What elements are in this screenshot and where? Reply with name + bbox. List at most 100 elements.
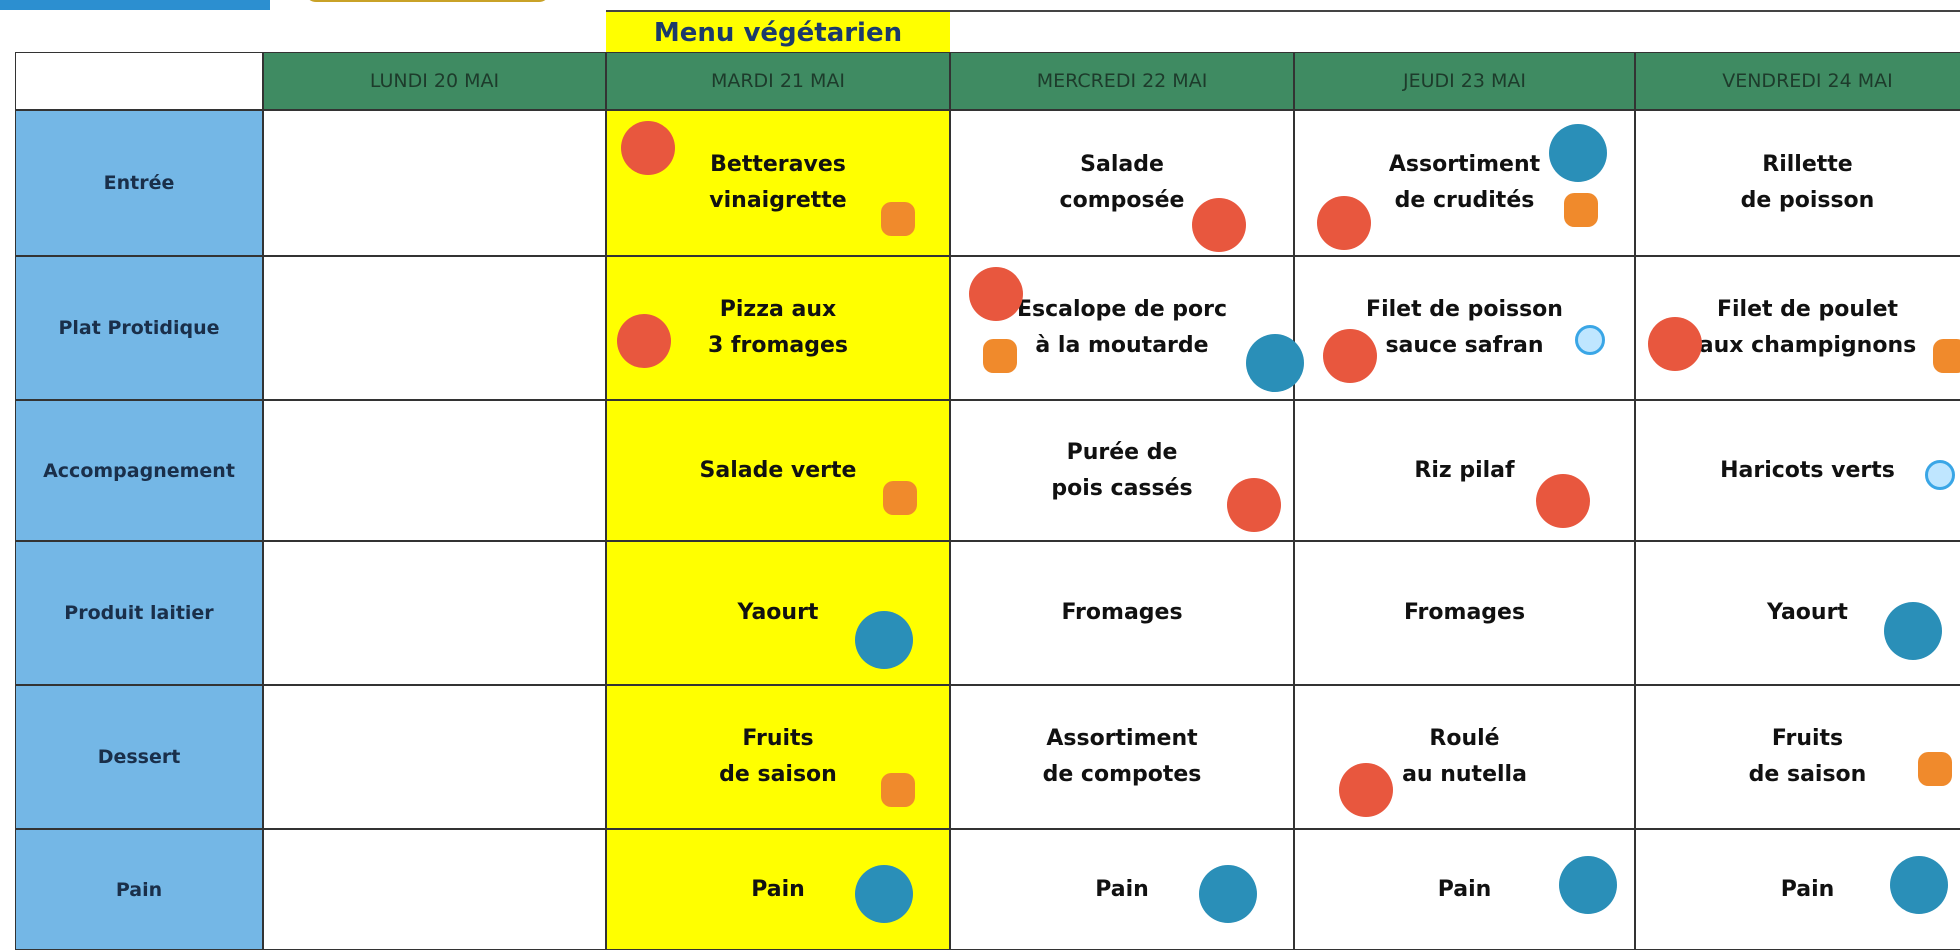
day-header: MERCREDI 22 MAI <box>950 52 1294 110</box>
text-line: LUNDI 20 MAI <box>369 70 500 92</box>
text-line: Plat Protidique <box>58 317 220 339</box>
text-line: Pain <box>751 876 805 902</box>
icon-fm <box>1226 478 1281 532</box>
text-line: Entrée <box>103 172 175 194</box>
menu-cell: Rillette de poisson <box>1635 110 1960 256</box>
menu-cell: Salade verte <box>606 400 950 541</box>
menu-cell <box>263 541 606 685</box>
menu-cell: Fromages <box>1294 541 1635 685</box>
text-line: de poisson <box>1740 188 1875 213</box>
icon-veg <box>1918 751 1952 786</box>
text-line: au nutella <box>1402 762 1527 787</box>
icon-ag <box>1246 333 1304 392</box>
menu-cell <box>263 400 606 541</box>
icon-veg <box>883 480 917 515</box>
icon-fm <box>1323 329 1377 384</box>
icon-snow <box>1575 325 1605 355</box>
menu-cell <box>263 829 606 950</box>
icon-fm <box>616 314 671 369</box>
text-line: sauce safran <box>1385 333 1544 358</box>
text-line: Pain <box>1095 876 1149 902</box>
text-line: Produit laitier <box>64 602 214 624</box>
text-line: Assortiment <box>1046 726 1198 751</box>
text-line: Haricots verts <box>1720 457 1895 483</box>
row-label: Produit laitier <box>15 541 263 685</box>
top-bar <box>0 0 270 10</box>
text-line: composée <box>1059 188 1185 213</box>
text-line: Pizza aux <box>719 297 837 322</box>
text-line: Betteraves <box>710 152 846 177</box>
icon-fm <box>1535 474 1590 529</box>
icon-ag <box>1548 123 1607 182</box>
text-line: Filet de poulet <box>1716 297 1899 322</box>
text-line: Accompagnement <box>43 459 235 482</box>
row-label: Accompagnement <box>15 400 263 541</box>
text-line: MERCREDI 22 MAI <box>1036 70 1208 92</box>
day-header: JEUDI 23 MAI <box>1294 52 1635 110</box>
icon-fm <box>1648 316 1702 371</box>
menu-cell: Riz pilaf <box>1294 400 1635 541</box>
text-line: de saison <box>719 762 837 787</box>
text-line: Filet de poisson <box>1366 297 1563 322</box>
text-line: Fromages <box>1061 600 1183 625</box>
row-label: Plat Protidique <box>15 256 263 400</box>
icon-ag <box>1883 602 1942 661</box>
corner-cell <box>15 52 263 110</box>
text-line: MARDI 21 MAI <box>710 70 846 92</box>
icon-fm <box>969 266 1024 321</box>
icon-snow <box>1925 460 1955 490</box>
text-line: de crudités <box>1394 188 1535 213</box>
icon-fm <box>1191 198 1246 252</box>
text-line: 3 fromages <box>707 333 849 358</box>
menu-cell <box>263 685 606 829</box>
text-line: aux champignons <box>1698 333 1917 358</box>
text-line: VENDREDI 24 MAI <box>1722 70 1893 92</box>
text-line: vinaigrette <box>709 188 847 213</box>
text-line: Riz pilaf <box>1414 457 1515 483</box>
menu-cell <box>263 256 606 400</box>
text-line: Fruits <box>742 726 814 751</box>
icon-ag <box>1889 856 1948 914</box>
top-badge <box>305 0 550 2</box>
text-line: Dessert <box>97 746 181 768</box>
icon-veg <box>1933 339 1960 374</box>
text-line: Rillette <box>1762 152 1853 177</box>
day-header: VENDREDI 24 MAI <box>1635 52 1960 110</box>
row-label: Entrée <box>15 110 263 256</box>
icon-veg <box>983 339 1017 374</box>
text-line: JEUDI 23 MAI <box>1403 70 1526 92</box>
text-line: Pain <box>115 878 163 901</box>
icon-veg <box>880 201 915 236</box>
icon-ag <box>1198 864 1257 923</box>
text-line: Yaourt <box>737 600 819 625</box>
top-line <box>606 10 1960 12</box>
menu-cell: Haricots verts <box>1635 400 1960 541</box>
day-header: MARDI 21 MAI <box>606 52 950 110</box>
icon-fm <box>1316 195 1371 250</box>
icon-fm <box>1339 763 1394 817</box>
icon-ag <box>1558 856 1617 914</box>
menu-cell: Fromages <box>950 541 1294 685</box>
text-line: Assortiment <box>1388 152 1541 177</box>
veg-note: Menu végétarien <box>653 18 903 48</box>
icon-veg <box>1564 193 1599 227</box>
menu-cell <box>263 110 606 256</box>
menu-cell: Fruits de saison <box>1635 685 1960 829</box>
text-line: Fruits <box>1771 726 1844 751</box>
text-line: Escalope de porc <box>1016 297 1228 322</box>
text-line: Fromages <box>1403 600 1526 625</box>
menu-cell: Fruits de saison <box>606 685 950 829</box>
row-label: Pain <box>15 829 263 950</box>
day-header: LUNDI 20 MAI <box>263 52 606 110</box>
menu-cell: Assortiment de compotes <box>950 685 1294 829</box>
text-line: de compotes <box>1042 762 1202 787</box>
row-label: Dessert <box>15 685 263 829</box>
text-line: pois cassés <box>1051 475 1193 501</box>
icon-ag <box>854 864 913 923</box>
text-line: Purée de <box>1066 439 1178 465</box>
icon-fm <box>620 120 675 175</box>
text-line: Salade <box>1080 152 1164 177</box>
text-line: à la moutarde <box>1035 333 1209 358</box>
text-line: Salade verte <box>699 457 857 483</box>
